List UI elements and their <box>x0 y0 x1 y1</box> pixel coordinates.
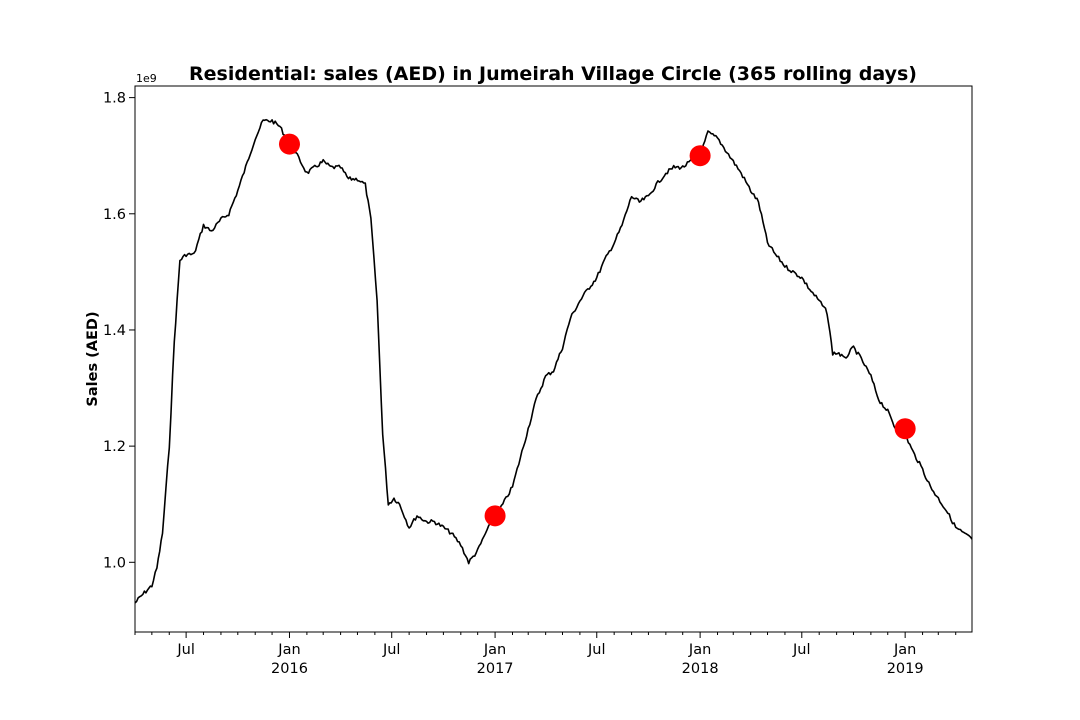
y-offset-text: 1e9 <box>136 72 157 85</box>
x-tick-year-label: 2018 <box>682 661 719 677</box>
plot-frame <box>134 85 973 633</box>
x-ticks: Jul Jan 2016 Jul Jan 2017 Jul Jan 2018 Jul Jan 2019 <box>134 632 957 677</box>
x-tick-label: Jan <box>893 642 916 658</box>
y-tick-label: 1.4 <box>103 323 126 339</box>
x-tick-label: Jul <box>587 642 606 658</box>
highlight-point <box>278 133 300 155</box>
series-line <box>134 118 973 604</box>
y-tick-label: 1.6 <box>103 207 126 223</box>
x-tick-label: Jan <box>688 642 711 658</box>
plot-area <box>134 118 973 604</box>
x-tick-year-label: 2017 <box>477 661 514 677</box>
x-tick-label: Jul <box>792 642 811 658</box>
highlight-point <box>689 145 711 167</box>
x-tick-year-label: 2019 <box>887 661 924 677</box>
y-ticks: 1.0 1.2 1.4 1.6 1.8 <box>103 91 135 571</box>
chart-title: Residential: sales (AED) in Jumeirah Vil… <box>189 63 917 85</box>
x-tick-year-label: 2016 <box>271 661 308 677</box>
y-tick-label: 1.2 <box>103 439 126 455</box>
y-tick-label: 1.0 <box>103 555 126 571</box>
x-tick-label: Jan <box>483 642 506 658</box>
y-tick-label: 1.8 <box>103 91 126 107</box>
highlight-point <box>484 505 506 527</box>
x-tick-label: Jul <box>176 642 195 658</box>
x-tick-label: Jul <box>382 642 401 658</box>
y-axis-label: Sales (AED) <box>85 311 101 406</box>
x-tick-label: Jan <box>277 642 300 658</box>
highlight-point <box>894 418 916 440</box>
